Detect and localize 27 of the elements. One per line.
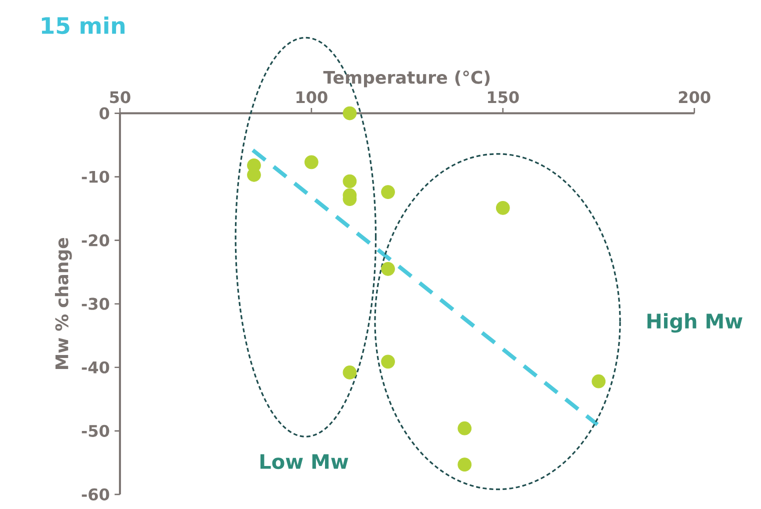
x-tick-label: 200 bbox=[678, 91, 710, 104]
point bbox=[304, 155, 318, 170]
point bbox=[592, 374, 606, 388]
point bbox=[342, 106, 357, 120]
point bbox=[381, 185, 395, 199]
x-axis-title: Temperature (°C) bbox=[323, 70, 490, 88]
y-tick-label: -10 bbox=[82, 170, 110, 183]
y-tick-label: -60 bbox=[82, 488, 110, 500]
point bbox=[342, 365, 357, 380]
y-tick-label: -30 bbox=[82, 298, 110, 310]
x-tick-label: 100 bbox=[296, 91, 328, 104]
x-tick-label: 150 bbox=[488, 91, 519, 104]
y-axis-title: Mw % change bbox=[54, 238, 72, 369]
y-tick-label: -40 bbox=[82, 361, 110, 374]
point bbox=[458, 458, 472, 472]
point bbox=[458, 421, 472, 436]
point bbox=[342, 174, 357, 188]
point bbox=[496, 200, 510, 215]
annotation: High Mw bbox=[647, 313, 742, 333]
x-tick-label: 50 bbox=[110, 91, 130, 104]
chart-title: 15 min bbox=[42, 16, 125, 34]
point bbox=[381, 262, 395, 276]
y-tick-label: 0 bbox=[100, 107, 110, 120]
point bbox=[381, 354, 395, 369]
y-tick-label: -20 bbox=[82, 234, 110, 246]
annotation: Low Mw bbox=[260, 454, 348, 470]
y-tick-label: -50 bbox=[82, 424, 110, 437]
